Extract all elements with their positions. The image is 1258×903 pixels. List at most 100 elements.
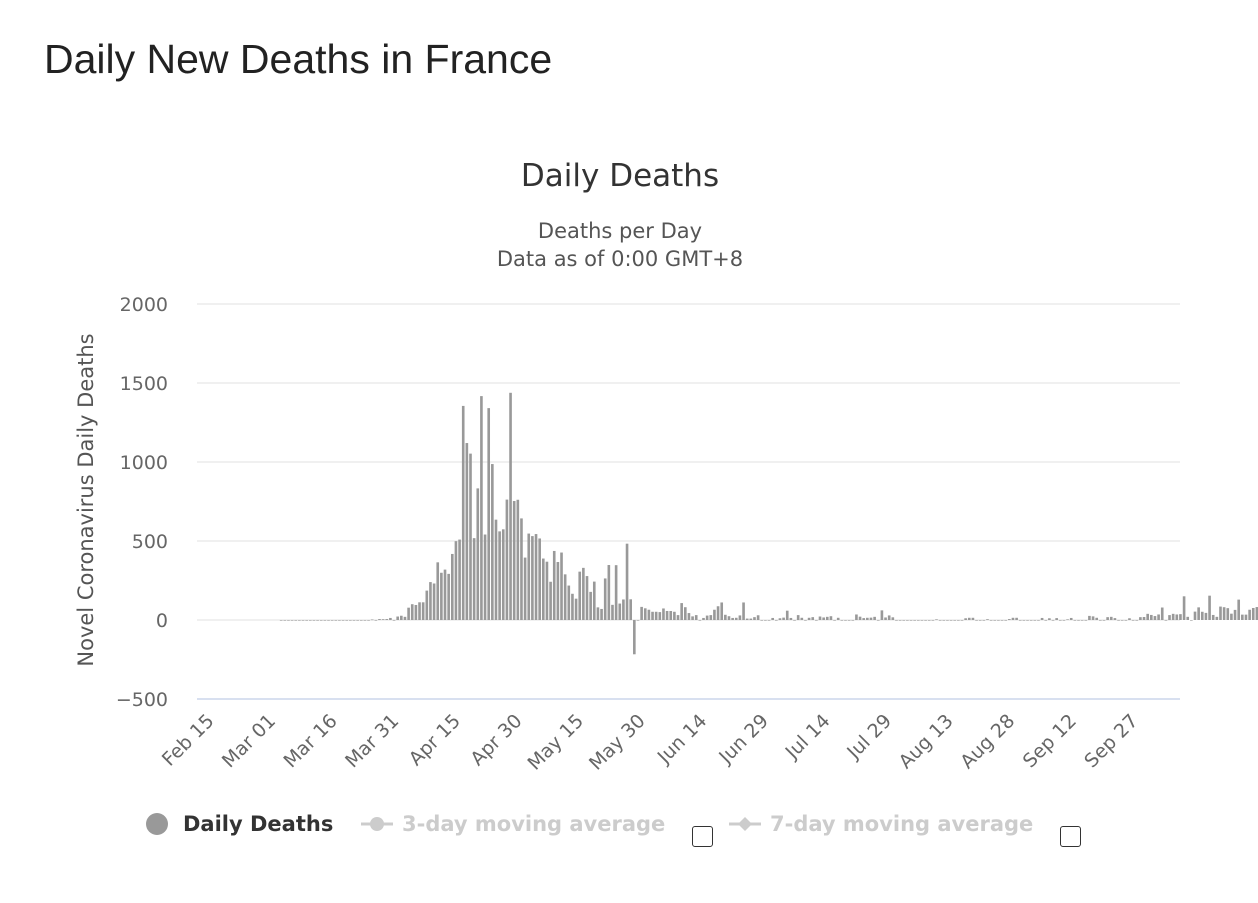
bar <box>509 392 512 620</box>
bar <box>312 620 316 621</box>
bar <box>319 620 323 621</box>
bar <box>520 518 523 620</box>
x-tick-label: May 30 <box>585 710 650 775</box>
bar <box>454 541 458 620</box>
bar <box>683 607 687 620</box>
bar <box>920 620 924 621</box>
legend-item-daily-deaths[interactable]: Daily Deaths <box>146 812 333 836</box>
bar <box>815 620 818 621</box>
bar <box>913 620 916 621</box>
bar <box>421 602 425 620</box>
bar <box>1037 620 1040 621</box>
bar <box>374 620 378 621</box>
bar <box>1200 611 1204 620</box>
bar <box>567 585 571 620</box>
bars[interactable] <box>279 392 1258 655</box>
legend-item-3-day-moving-average[interactable]: 3-day moving average <box>361 812 665 836</box>
y-axis-ticks: −500 0 500 1000 1500 2000 <box>116 294 168 711</box>
bar <box>1128 618 1131 620</box>
bar <box>847 620 851 621</box>
bar <box>512 501 516 620</box>
bar <box>534 534 538 620</box>
bar <box>531 536 534 620</box>
bar <box>1251 607 1255 620</box>
bar <box>1135 620 1139 621</box>
bar <box>1022 620 1026 621</box>
bar <box>345 620 349 621</box>
bar <box>975 620 978 621</box>
bar <box>589 591 592 620</box>
bar <box>662 608 665 620</box>
x-tick-label: Mar 16 <box>279 710 341 772</box>
toggle-3-day-moving-average-checkbox[interactable] <box>692 826 713 847</box>
bar <box>352 620 356 621</box>
line-diamond-marker-icon <box>729 817 761 831</box>
bar <box>898 620 902 621</box>
bar <box>1233 609 1237 620</box>
bar <box>989 620 993 621</box>
bar <box>410 604 414 620</box>
y-tick-label: 0 <box>156 610 168 632</box>
bar <box>1018 620 1022 621</box>
legend-item-7-day-moving-average[interactable]: 7-day moving average <box>729 812 1033 836</box>
bar <box>614 565 618 620</box>
bar <box>884 617 887 620</box>
bar <box>1215 616 1219 620</box>
bar <box>771 617 774 620</box>
bar <box>789 617 793 620</box>
bar <box>1175 614 1179 620</box>
bar <box>1080 620 1084 621</box>
bar <box>924 620 927 621</box>
bar <box>858 616 862 620</box>
bar <box>389 617 392 620</box>
bar <box>582 567 585 620</box>
bar <box>549 581 552 620</box>
bar <box>592 581 596 620</box>
bar <box>287 620 290 621</box>
bar <box>341 620 345 621</box>
x-tick-label: Aug 28 <box>956 710 1019 773</box>
bar <box>443 569 447 620</box>
bar <box>545 561 549 620</box>
bar <box>669 610 673 620</box>
bar <box>396 616 399 620</box>
y-tick-label: 1500 <box>120 373 168 395</box>
bar <box>279 620 283 621</box>
bar <box>385 619 389 620</box>
bar <box>1153 616 1157 620</box>
grid-lines <box>197 303 1180 621</box>
bar <box>301 620 305 621</box>
toggle-7-day-moving-average-checkbox[interactable] <box>1060 826 1081 847</box>
bar <box>516 499 520 620</box>
bar <box>775 620 778 621</box>
bar <box>640 606 643 620</box>
bar <box>764 620 767 621</box>
bar <box>1051 620 1055 621</box>
bar <box>1124 620 1128 621</box>
bar <box>887 615 891 620</box>
bar <box>574 598 578 620</box>
bar <box>1040 617 1044 620</box>
x-tick-label: Apr 15 <box>405 710 465 770</box>
x-axis-ticks: Feb 15 Mar 01 Mar 16 Mar 31 Apr 15 Apr 30May … <box>158 710 1143 775</box>
bar <box>694 615 698 620</box>
bar <box>1237 599 1241 620</box>
bar <box>949 620 953 621</box>
bar <box>1095 617 1099 620</box>
bar <box>359 620 363 621</box>
bar <box>1015 617 1018 620</box>
bar <box>1004 620 1007 621</box>
bar <box>560 552 563 620</box>
bar <box>370 619 374 621</box>
bar <box>647 609 651 620</box>
x-tick-label: Feb 15 <box>158 710 219 771</box>
bar <box>487 408 491 620</box>
bar <box>418 602 421 620</box>
bar <box>862 618 866 620</box>
x-tick-label: Jun 29 <box>714 710 773 769</box>
bar <box>618 603 622 620</box>
bar <box>993 620 997 621</box>
bar <box>563 574 567 620</box>
bar <box>465 443 469 620</box>
